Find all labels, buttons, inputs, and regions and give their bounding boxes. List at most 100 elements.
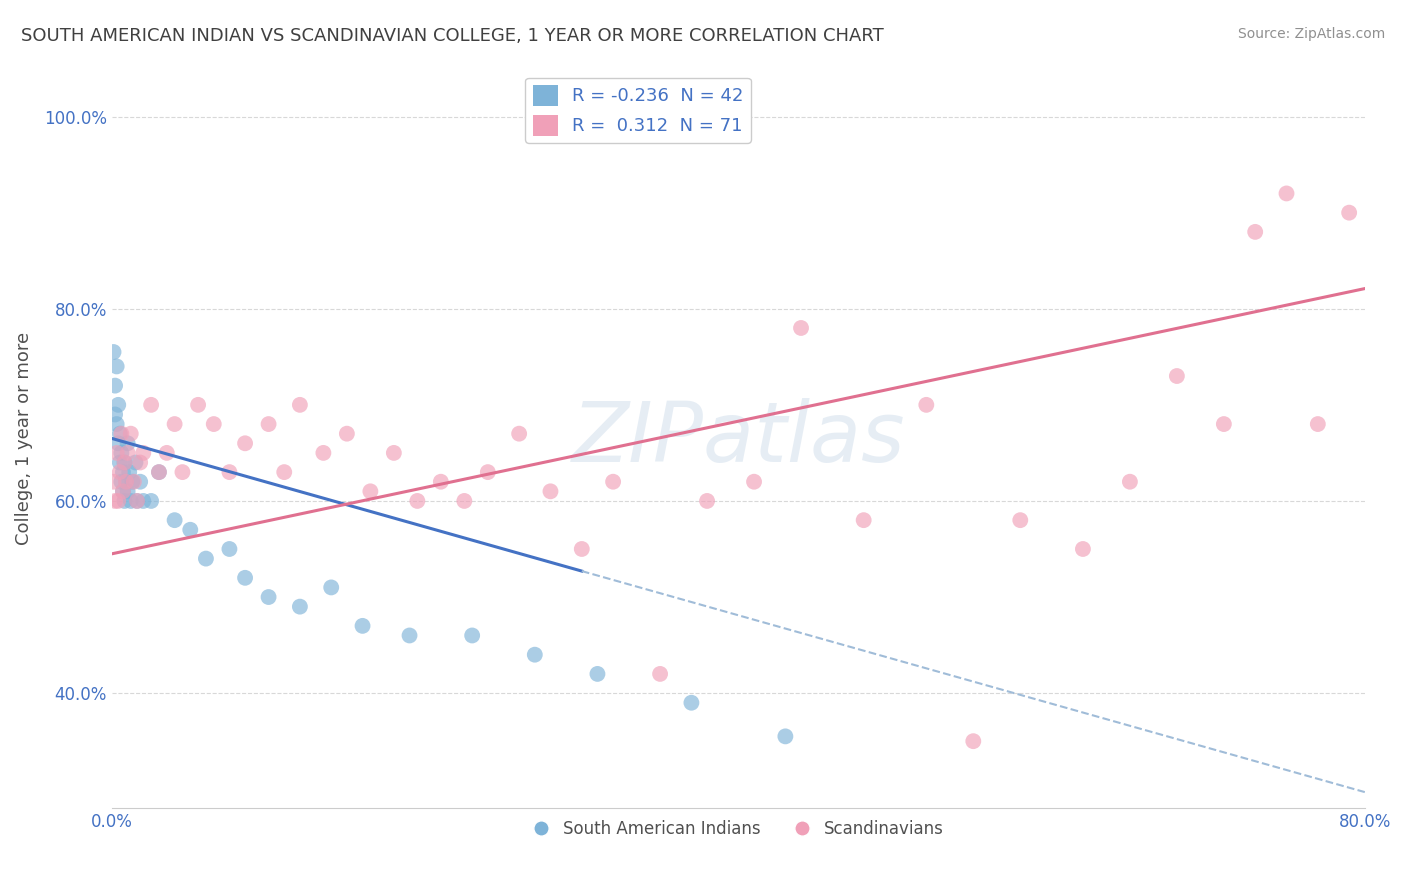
Point xyxy=(148,465,170,479)
Point xyxy=(288,398,311,412)
Point xyxy=(336,426,359,441)
Y-axis label: College, 1 year or more: College, 1 year or more xyxy=(15,332,32,545)
Point xyxy=(132,494,155,508)
Point xyxy=(352,619,374,633)
Point xyxy=(461,628,484,642)
Point xyxy=(233,571,256,585)
Point xyxy=(1400,186,1406,201)
Point xyxy=(218,541,240,556)
Point xyxy=(406,494,429,508)
Point xyxy=(962,734,984,748)
Point xyxy=(257,417,280,431)
Point xyxy=(453,494,475,508)
Point xyxy=(114,494,136,508)
Point xyxy=(359,484,381,499)
Point xyxy=(648,667,671,681)
Point xyxy=(105,417,128,431)
Point xyxy=(172,465,194,479)
Point xyxy=(602,475,624,489)
Point xyxy=(508,426,530,441)
Point xyxy=(129,475,152,489)
Text: Source: ZipAtlas.com: Source: ZipAtlas.com xyxy=(1237,27,1385,41)
Point xyxy=(105,359,128,374)
Point xyxy=(125,494,148,508)
Point xyxy=(156,446,179,460)
Point xyxy=(586,667,609,681)
Point xyxy=(108,426,131,441)
Point xyxy=(108,465,131,479)
Point xyxy=(110,446,132,460)
Point xyxy=(120,494,142,508)
Point xyxy=(104,378,127,392)
Point xyxy=(117,484,139,499)
Point xyxy=(273,465,295,479)
Point xyxy=(852,513,875,527)
Point xyxy=(1212,417,1234,431)
Point xyxy=(115,475,138,489)
Point xyxy=(681,696,703,710)
Point xyxy=(129,456,152,470)
Point xyxy=(105,446,128,460)
Point xyxy=(124,456,146,470)
Point xyxy=(114,456,136,470)
Point xyxy=(117,436,139,450)
Point xyxy=(139,494,162,508)
Legend: South American Indians, Scandinavians: South American Indians, Scandinavians xyxy=(526,814,950,845)
Point xyxy=(1119,475,1142,489)
Point xyxy=(1339,205,1361,219)
Point xyxy=(1071,541,1094,556)
Point xyxy=(1275,186,1298,201)
Point xyxy=(382,446,405,460)
Point xyxy=(477,465,499,479)
Point xyxy=(148,465,170,479)
Text: ZIPatlas: ZIPatlas xyxy=(572,398,905,479)
Point xyxy=(118,465,141,479)
Point xyxy=(103,475,125,489)
Point xyxy=(430,475,453,489)
Point xyxy=(202,417,225,431)
Point xyxy=(110,426,132,441)
Point xyxy=(110,475,132,489)
Point xyxy=(321,581,343,595)
Point xyxy=(571,541,593,556)
Point xyxy=(103,345,125,359)
Point xyxy=(125,494,148,508)
Point xyxy=(398,628,420,642)
Point xyxy=(233,436,256,450)
Point xyxy=(107,436,129,450)
Point xyxy=(163,417,186,431)
Point xyxy=(1166,369,1188,384)
Point xyxy=(117,446,139,460)
Point xyxy=(540,484,562,499)
Point xyxy=(187,398,209,412)
Point xyxy=(218,465,240,479)
Point xyxy=(790,321,813,335)
Point xyxy=(107,494,129,508)
Point xyxy=(114,456,136,470)
Point xyxy=(122,475,145,489)
Point xyxy=(257,590,280,604)
Point xyxy=(742,475,765,489)
Point xyxy=(1306,417,1329,431)
Point xyxy=(107,398,129,412)
Point xyxy=(104,494,127,508)
Point xyxy=(1369,225,1392,239)
Point xyxy=(523,648,546,662)
Point xyxy=(120,426,142,441)
Point xyxy=(696,494,718,508)
Point xyxy=(915,398,938,412)
Point xyxy=(163,513,186,527)
Point xyxy=(179,523,201,537)
Point xyxy=(104,408,127,422)
Point xyxy=(194,551,217,566)
Point xyxy=(111,484,134,499)
Point xyxy=(288,599,311,614)
Point xyxy=(108,456,131,470)
Point xyxy=(139,398,162,412)
Point xyxy=(111,484,134,499)
Text: SOUTH AMERICAN INDIAN VS SCANDINAVIAN COLLEGE, 1 YEAR OR MORE CORRELATION CHART: SOUTH AMERICAN INDIAN VS SCANDINAVIAN CO… xyxy=(21,27,884,45)
Point xyxy=(312,446,335,460)
Point xyxy=(121,475,143,489)
Point xyxy=(775,730,797,744)
Point xyxy=(115,475,138,489)
